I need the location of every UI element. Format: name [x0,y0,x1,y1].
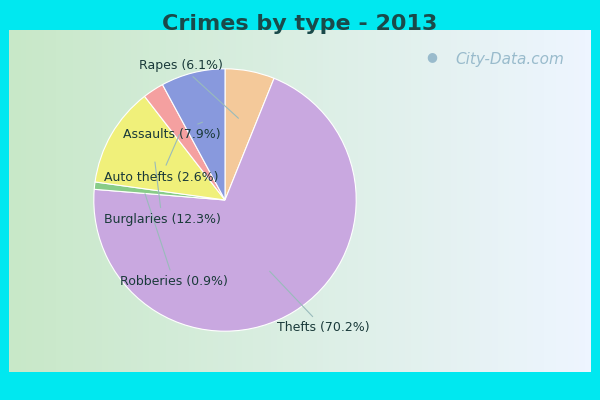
Wedge shape [145,85,225,200]
Text: Burglaries (12.3%): Burglaries (12.3%) [104,162,221,226]
Wedge shape [163,69,225,200]
Text: City-Data.com: City-Data.com [455,52,564,67]
Text: Assaults (7.9%): Assaults (7.9%) [124,122,221,141]
Text: Robberies (0.9%): Robberies (0.9%) [120,194,228,288]
Wedge shape [94,78,356,331]
Wedge shape [94,182,225,200]
Text: Crimes by type - 2013: Crimes by type - 2013 [163,14,437,34]
Text: Thefts (70.2%): Thefts (70.2%) [269,271,370,334]
Text: Auto thefts (2.6%): Auto thefts (2.6%) [104,134,218,184]
Text: Rapes (6.1%): Rapes (6.1%) [139,59,238,118]
Wedge shape [225,69,274,200]
Wedge shape [95,96,225,200]
Text: ●: ● [426,50,437,63]
